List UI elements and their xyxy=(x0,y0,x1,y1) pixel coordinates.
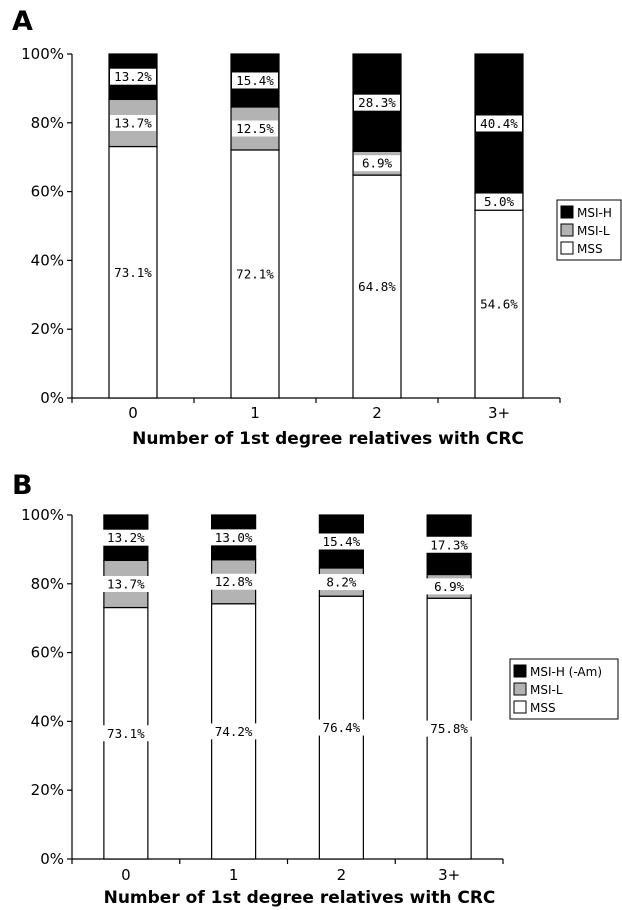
y-tick-label: 100% xyxy=(21,45,64,63)
data-label: 54.6% xyxy=(480,297,518,312)
legend-swatch xyxy=(513,664,527,678)
y-tick-label: 60% xyxy=(31,644,64,662)
data-label-box xyxy=(110,264,156,281)
y-tick-label: 60% xyxy=(31,183,64,201)
data-label: 13.7% xyxy=(107,576,145,591)
data-label: 13.2% xyxy=(107,530,145,545)
x-tick-label: 1 xyxy=(250,404,260,422)
legend: MSI-H MSI-L MSS xyxy=(556,199,622,261)
data-label-box xyxy=(476,296,522,313)
data-label-box xyxy=(354,278,400,295)
data-label: 13.2% xyxy=(114,69,152,84)
data-label-box xyxy=(102,529,149,546)
data-label: 75.8% xyxy=(430,721,468,736)
y-tick-label: 40% xyxy=(31,712,64,730)
data-label: 72.1% xyxy=(236,266,274,281)
y-tick-label: 20% xyxy=(31,320,64,338)
x-tick-label: 0 xyxy=(121,866,131,884)
y-tick-label: 0% xyxy=(40,389,64,407)
data-label-box xyxy=(318,533,365,550)
x-tick-label: 3+ xyxy=(488,404,510,422)
y-tick-label: 100% xyxy=(21,506,64,524)
legend: MSI-H (-Am) MSI-L MSS xyxy=(509,658,619,720)
data-label: 64.8% xyxy=(358,279,396,294)
data-label: 12.8% xyxy=(215,574,253,589)
legend-box xyxy=(509,658,619,720)
panel-letter: A xyxy=(12,6,33,37)
y-tick-label: 20% xyxy=(31,781,64,799)
data-label-box xyxy=(232,120,278,137)
data-label-box xyxy=(110,68,156,85)
x-axis-label: Number of 1st degree relatives with CRC xyxy=(104,888,496,908)
data-label-box xyxy=(426,578,473,595)
data-label: 15.4% xyxy=(236,73,274,88)
data-label-box xyxy=(210,723,257,740)
data-label-box xyxy=(318,574,365,591)
data-label: 6.9% xyxy=(362,156,393,171)
legend-swatch xyxy=(560,223,574,237)
data-label-box xyxy=(354,94,400,111)
data-label: 17.3% xyxy=(430,537,468,552)
data-label-box xyxy=(232,72,278,89)
data-label: 73.1% xyxy=(114,265,152,280)
y-tick-label: 80% xyxy=(31,114,64,132)
x-tick-label: 2 xyxy=(372,404,382,422)
legend-label: MSS xyxy=(577,242,603,256)
data-label-box xyxy=(318,719,365,736)
x-tick-label: 1 xyxy=(229,866,239,884)
legend-label: MSS xyxy=(530,701,556,715)
x-tick-label: 0 xyxy=(128,404,138,422)
data-label: 12.5% xyxy=(236,121,274,136)
data-label-box xyxy=(210,573,257,590)
data-label-box xyxy=(426,720,473,737)
legend-label: MSI-H xyxy=(577,206,612,220)
data-label-box xyxy=(102,725,149,742)
data-label: 74.2% xyxy=(215,724,253,739)
legend-swatch xyxy=(560,205,574,219)
y-tick-label: 80% xyxy=(31,575,64,593)
data-label: 5.0% xyxy=(484,194,515,209)
data-label: 13.7% xyxy=(114,115,152,130)
data-label: 15.4% xyxy=(323,534,361,549)
data-label-box xyxy=(102,575,149,592)
data-label: 28.3% xyxy=(358,95,396,110)
legend-label: MSI-H (-Am) xyxy=(530,665,602,679)
panel-letter: B xyxy=(12,470,33,501)
y-tick-label: 40% xyxy=(31,251,64,269)
chart-panel-b: B 0% 20% 40% 60% 80% 100% 0 73.1% 13.7% 13.2% 1 74.2… xyxy=(12,470,619,908)
legend-swatch xyxy=(513,682,527,696)
data-label-box xyxy=(232,265,278,282)
data-label: 13.0% xyxy=(215,530,253,545)
x-tick-label: 3+ xyxy=(438,866,460,884)
y-tick-label: 0% xyxy=(40,850,64,868)
chart-panel-a: A 0% 20% 40% 60% 80% 100% 0 73.1% 13.7% 13.2% 1 72.1… xyxy=(12,6,622,449)
legend-label: MSI-L xyxy=(530,683,563,697)
legend-swatch xyxy=(560,241,574,255)
data-label: 76.4% xyxy=(323,720,361,735)
data-label-box xyxy=(110,114,156,131)
data-label-box xyxy=(210,529,257,546)
x-axis-label: Number of 1st degree relatives with CRC xyxy=(132,429,524,449)
x-tick-label: 2 xyxy=(337,866,347,884)
data-label-box xyxy=(476,193,522,210)
data-label-box xyxy=(476,115,522,132)
legend-label: MSI-L xyxy=(577,224,610,238)
data-label: 73.1% xyxy=(107,726,145,741)
data-label-box xyxy=(354,155,400,172)
legend-swatch xyxy=(513,700,527,714)
data-label: 8.2% xyxy=(326,575,357,590)
data-label: 40.4% xyxy=(480,116,518,131)
data-label: 6.9% xyxy=(434,579,465,594)
data-label-box xyxy=(426,536,473,553)
